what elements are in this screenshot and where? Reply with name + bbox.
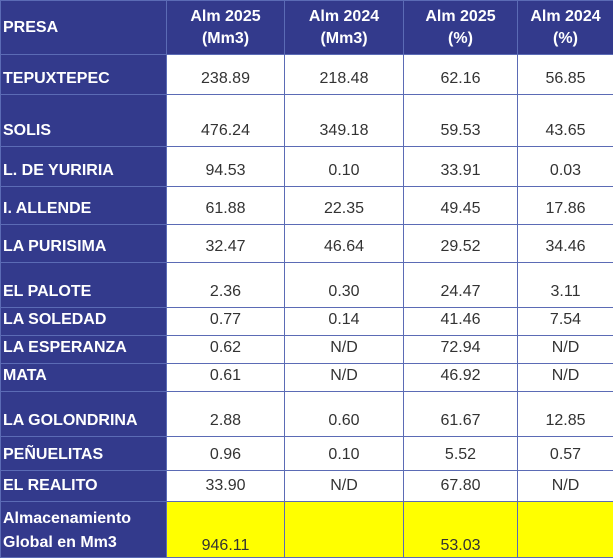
table-row: LA PURISIMA 32.47 46.64 29.52 34.46 <box>0 224 613 263</box>
alm2024-mm3-cell: 46.64 <box>284 224 404 263</box>
header-presa: PRESA <box>0 0 167 55</box>
presa-name: EL REALITO <box>0 470 167 502</box>
table-row: EL PALOTE 2.36 0.30 24.47 3.11 <box>0 262 613 308</box>
table-row: SOLIS 476.24 349.18 59.53 43.65 <box>0 94 613 147</box>
alm2025-mm3-cell: 33.90 <box>166 470 285 502</box>
alm2025-pct-cell: 41.46 <box>403 307 518 336</box>
header-line2: (Mm3) <box>320 29 368 47</box>
presa-name: SOLIS <box>0 94 167 147</box>
alm2024-pct-cell: 17.86 <box>517 186 613 225</box>
alm2025-pct-cell: 46.92 <box>403 363 518 392</box>
alm2024-mm3-cell: N/D <box>284 470 404 502</box>
total-row: Almacenamiento Global en Mm3 946.11 53.03 <box>0 501 613 558</box>
alm2025-mm3-cell: 0.96 <box>166 436 285 471</box>
header-line2: (%) <box>448 29 473 47</box>
total-label-line1: Almacenamiento <box>3 510 132 527</box>
alm2024-mm3-cell: 218.48 <box>284 54 404 95</box>
header-line2: (Mm3) <box>201 29 250 47</box>
alm2024-mm3-cell: 0.14 <box>284 307 404 336</box>
alm2024-mm3-cell: 0.30 <box>284 262 404 308</box>
total-alm2025-pct-cell: 53.03 <box>403 501 518 558</box>
table-row: LA SOLEDAD 0.77 0.14 41.46 7.54 <box>0 307 613 336</box>
total-label: Almacenamiento Global en Mm3 <box>0 501 167 558</box>
presa-name: L. DE YURIRIA <box>0 146 167 187</box>
header-row: PRESA Alm 2025 (Mm3) Alm 2024 (Mm3) Alm 20… <box>0 0 613 55</box>
alm2025-mm3-cell: 0.77 <box>166 307 285 336</box>
table-header: PRESA Alm 2025 (Mm3) Alm 2024 (Mm3) Alm 20… <box>0 0 613 55</box>
header-line2: (%) <box>553 29 578 47</box>
table-row: I. ALLENDE 61.88 22.35 49.45 17.86 <box>0 186 613 225</box>
alm2024-mm3-cell: 22.35 <box>284 186 404 225</box>
alm2025-pct-cell: 61.67 <box>403 391 518 437</box>
header-line1: Alm 2024 <box>530 7 601 25</box>
table-row: TEPUXTEPEC 238.89 218.48 62.16 56.85 <box>0 54 613 95</box>
alm2025-pct-cell: 5.52 <box>403 436 518 471</box>
alm2024-pct-cell: N/D <box>517 470 613 502</box>
alm2024-pct-cell: 43.65 <box>517 94 613 147</box>
alm2025-pct-cell: 72.94 <box>403 335 518 364</box>
alm2025-pct-cell: 59.53 <box>403 94 518 147</box>
header-alm2025-pct: Alm 2025 (%) <box>403 0 518 55</box>
alm2025-pct-cell: 24.47 <box>403 262 518 308</box>
table-row: MATA 0.61 N/D 46.92 N/D <box>0 363 613 392</box>
table-row: L. DE YURIRIA 94.53 0.10 33.91 0.03 <box>0 146 613 187</box>
presa-name: LA GOLONDRINA <box>0 391 167 437</box>
alm2025-pct-cell: 67.80 <box>403 470 518 502</box>
table-row: LA GOLONDRINA 2.88 0.60 61.67 12.85 <box>0 391 613 437</box>
header-line1: Alm 2025 <box>190 7 261 25</box>
presa-name: LA PURISIMA <box>0 224 167 263</box>
total-alm2024-pct-cell <box>517 501 613 558</box>
alm2024-mm3-cell: 0.60 <box>284 391 404 437</box>
alm2025-mm3-cell: 61.88 <box>166 186 285 225</box>
alm2024-mm3-cell: N/D <box>284 363 404 392</box>
presa-name: LA SOLEDAD <box>0 307 167 336</box>
header-alm2024-mm3: Alm 2024 (Mm3) <box>284 0 404 55</box>
alm2025-mm3-cell: 0.62 <box>166 335 285 364</box>
alm2025-pct-cell: 33.91 <box>403 146 518 187</box>
alm2024-pct-cell: 3.11 <box>517 262 613 308</box>
alm2024-mm3-cell: 349.18 <box>284 94 404 147</box>
header-line1: Alm 2025 <box>425 7 496 25</box>
alm2024-pct-cell: 34.46 <box>517 224 613 263</box>
presa-name: EL PALOTE <box>0 262 167 308</box>
alm2025-mm3-cell: 32.47 <box>166 224 285 263</box>
table-row: LA ESPERANZA 0.62 N/D 72.94 N/D <box>0 335 613 364</box>
alm2025-mm3-cell: 94.53 <box>166 146 285 187</box>
alm2024-pct-cell: N/D <box>517 363 613 392</box>
total-alm2025-mm3-cell: 946.11 <box>166 501 285 558</box>
header-line1: Alm 2024 <box>308 7 380 25</box>
alm2024-mm3-cell: 0.10 <box>284 436 404 471</box>
alm2025-pct-cell: 29.52 <box>403 224 518 263</box>
table-row: EL REALITO 33.90 N/D 67.80 N/D <box>0 470 613 502</box>
alm2024-pct-cell: N/D <box>517 335 613 364</box>
alm2025-mm3-cell: 2.88 <box>166 391 285 437</box>
alm2025-pct-cell: 62.16 <box>403 54 518 95</box>
alm2024-pct-cell: 0.57 <box>517 436 613 471</box>
alm2025-mm3-cell: 0.61 <box>166 363 285 392</box>
alm2024-pct-cell: 7.54 <box>517 307 613 336</box>
alm2024-mm3-cell: N/D <box>284 335 404 364</box>
alm2025-pct-cell: 49.45 <box>403 186 518 225</box>
table-row: PEÑUELITAS 0.96 0.10 5.52 0.57 <box>0 436 613 471</box>
alm2025-mm3-cell: 2.36 <box>166 262 285 308</box>
presa-name: PEÑUELITAS <box>0 436 167 471</box>
header-presa-label: PRESA <box>3 18 59 36</box>
header-alm2025-mm3: Alm 2025 (Mm3) <box>166 0 285 55</box>
presa-name: I. ALLENDE <box>0 186 167 225</box>
total-alm2024-mm3-cell <box>284 501 404 558</box>
total-label-line2: Global en Mm3 <box>3 534 117 551</box>
presa-name: LA ESPERANZA <box>0 335 167 364</box>
alm2024-pct-cell: 0.03 <box>517 146 613 187</box>
header-alm2024-pct: Alm 2024 (%) <box>517 0 613 55</box>
alm2025-mm3-cell: 238.89 <box>166 54 285 95</box>
alm2024-pct-cell: 56.85 <box>517 54 613 95</box>
alm2024-mm3-cell: 0.10 <box>284 146 404 187</box>
presa-name: MATA <box>0 363 167 392</box>
alm2025-mm3-cell: 476.24 <box>166 94 285 147</box>
table-body: TEPUXTEPEC 238.89 218.48 62.16 56.85 SOL… <box>0 54 613 558</box>
alm2024-pct-cell: 12.85 <box>517 391 613 437</box>
presa-name: TEPUXTEPEC <box>0 54 167 95</box>
